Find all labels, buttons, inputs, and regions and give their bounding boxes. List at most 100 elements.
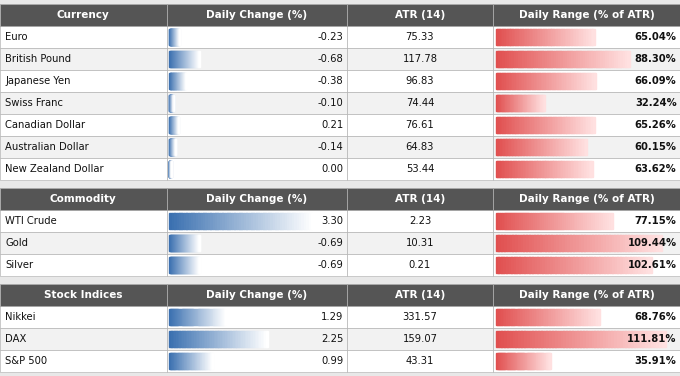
Bar bbox=[564, 73, 566, 89]
Bar bbox=[625, 51, 628, 67]
Bar bbox=[176, 117, 177, 133]
Bar bbox=[170, 161, 171, 177]
Bar bbox=[589, 213, 592, 229]
Text: ATR (14): ATR (14) bbox=[395, 290, 445, 300]
Bar bbox=[561, 29, 564, 45]
Bar bbox=[581, 257, 584, 273]
Bar bbox=[563, 161, 565, 177]
Bar bbox=[170, 353, 171, 369]
Bar bbox=[199, 353, 201, 369]
Bar bbox=[206, 309, 207, 325]
Bar bbox=[199, 257, 200, 273]
Bar bbox=[184, 235, 185, 252]
Bar bbox=[592, 331, 595, 347]
Bar bbox=[592, 257, 595, 273]
Bar bbox=[256, 213, 259, 229]
Bar bbox=[178, 257, 179, 273]
Bar bbox=[493, 136, 680, 158]
Bar bbox=[239, 213, 242, 229]
Bar bbox=[216, 309, 218, 325]
Bar bbox=[193, 309, 194, 325]
Bar bbox=[217, 331, 219, 347]
Bar bbox=[179, 213, 182, 229]
Text: 77.15%: 77.15% bbox=[634, 216, 677, 226]
Bar bbox=[169, 95, 171, 111]
Bar bbox=[592, 235, 596, 252]
Bar bbox=[167, 232, 347, 254]
Bar bbox=[496, 353, 497, 369]
Bar bbox=[513, 51, 516, 67]
Bar bbox=[600, 235, 604, 252]
Bar bbox=[540, 29, 543, 45]
Bar bbox=[499, 309, 502, 325]
Bar bbox=[174, 73, 175, 89]
Bar bbox=[184, 73, 185, 89]
Bar bbox=[554, 117, 556, 133]
Bar bbox=[172, 73, 173, 89]
Bar bbox=[558, 257, 561, 273]
Bar bbox=[171, 117, 172, 133]
Bar bbox=[498, 331, 502, 347]
Bar bbox=[208, 309, 209, 325]
Bar bbox=[181, 73, 182, 89]
Bar bbox=[574, 51, 577, 67]
Bar bbox=[522, 117, 524, 133]
Bar bbox=[173, 353, 175, 369]
Bar bbox=[593, 213, 596, 229]
Bar bbox=[560, 161, 562, 177]
Bar bbox=[175, 29, 176, 45]
Bar bbox=[568, 235, 571, 252]
Bar bbox=[177, 309, 180, 325]
Bar bbox=[177, 353, 179, 369]
Bar bbox=[188, 235, 189, 252]
Bar bbox=[167, 188, 347, 210]
Bar bbox=[347, 48, 493, 70]
Bar bbox=[169, 139, 171, 155]
Bar bbox=[551, 51, 554, 67]
Bar bbox=[200, 353, 201, 369]
Bar bbox=[248, 331, 250, 347]
Bar bbox=[207, 331, 209, 347]
Bar bbox=[176, 73, 177, 89]
Bar bbox=[179, 73, 180, 89]
Bar bbox=[620, 235, 624, 252]
Bar bbox=[545, 213, 547, 229]
Bar bbox=[184, 257, 186, 273]
Bar bbox=[189, 331, 191, 347]
Bar bbox=[524, 309, 526, 325]
Bar bbox=[193, 213, 197, 229]
Bar bbox=[184, 309, 186, 325]
Bar bbox=[538, 95, 539, 111]
Text: -0.23: -0.23 bbox=[318, 32, 343, 42]
Bar bbox=[304, 213, 307, 229]
Bar bbox=[540, 353, 542, 369]
Bar bbox=[509, 309, 512, 325]
Bar bbox=[528, 353, 530, 369]
Bar bbox=[193, 257, 194, 273]
Bar bbox=[188, 51, 190, 67]
Bar bbox=[188, 51, 189, 67]
Bar bbox=[170, 161, 171, 177]
Bar bbox=[522, 29, 524, 45]
Bar bbox=[497, 73, 500, 89]
Bar bbox=[547, 331, 550, 347]
Bar bbox=[175, 29, 176, 45]
Bar bbox=[538, 331, 541, 347]
Bar bbox=[173, 95, 174, 111]
Bar bbox=[172, 139, 173, 155]
Bar bbox=[558, 29, 560, 45]
Text: 102.61%: 102.61% bbox=[628, 260, 677, 270]
Bar bbox=[186, 51, 187, 67]
Bar bbox=[570, 161, 572, 177]
Text: Canadian Dollar: Canadian Dollar bbox=[5, 120, 86, 130]
Bar bbox=[197, 235, 198, 252]
Bar bbox=[571, 29, 573, 45]
Bar bbox=[528, 309, 531, 325]
Bar bbox=[184, 73, 185, 89]
Bar bbox=[210, 331, 213, 347]
Bar bbox=[175, 139, 176, 155]
Bar bbox=[556, 139, 558, 155]
Bar bbox=[175, 139, 176, 155]
Bar bbox=[175, 117, 176, 133]
Bar bbox=[599, 213, 601, 229]
